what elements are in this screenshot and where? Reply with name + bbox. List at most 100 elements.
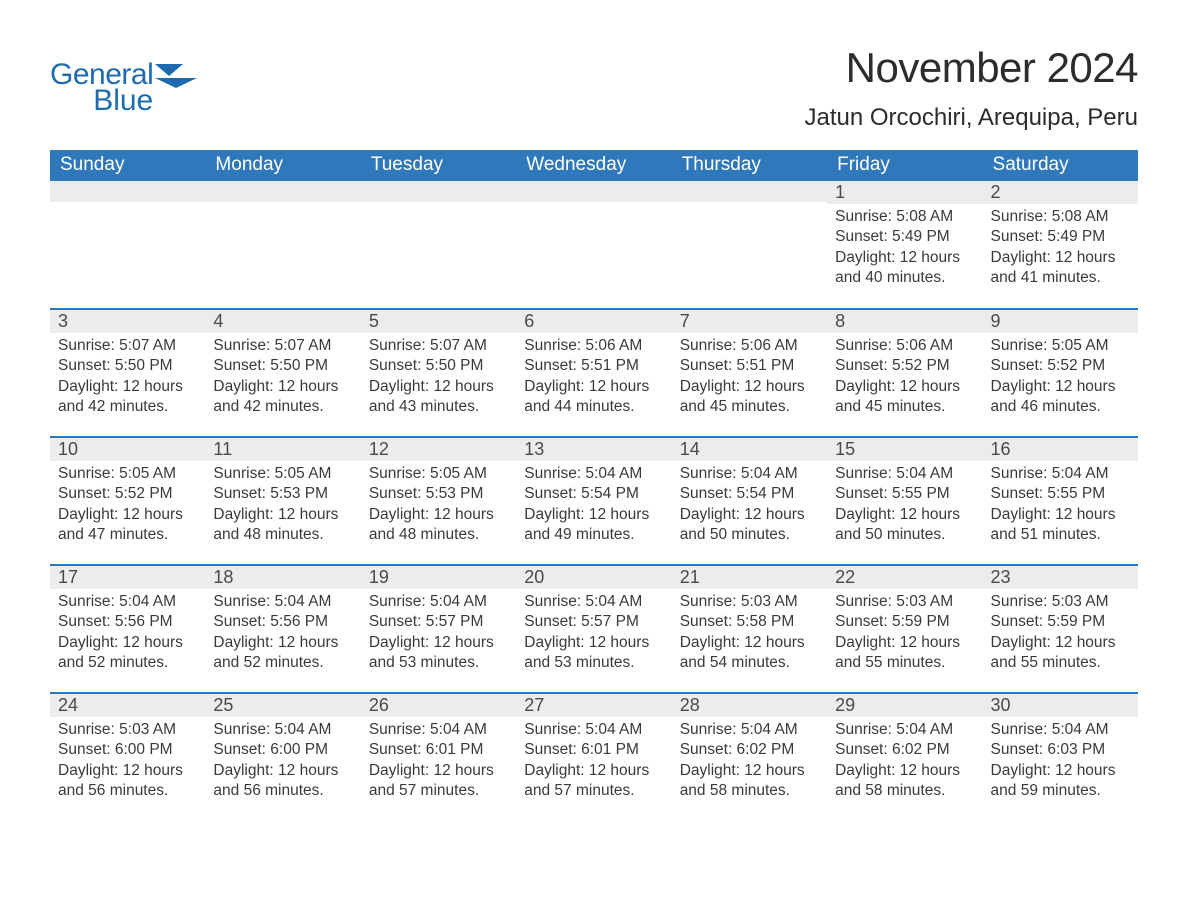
- calendar-day-cell: 24Sunrise: 5:03 AMSunset: 6:00 PMDayligh…: [50, 693, 205, 803]
- day-data: Sunrise: 5:04 AMSunset: 6:01 PMDaylight:…: [361, 717, 516, 802]
- daylight-text: Daylight: 12 hours and 52 minutes.: [58, 633, 197, 674]
- sunrise-text: Sunrise: 5:08 AM: [991, 207, 1130, 227]
- daylight-text: Daylight: 12 hours and 49 minutes.: [524, 505, 663, 546]
- day-number: [361, 181, 516, 202]
- calendar-day-cell: 28Sunrise: 5:04 AMSunset: 6:02 PMDayligh…: [672, 693, 827, 803]
- day-data: Sunrise: 5:04 AMSunset: 6:00 PMDaylight:…: [205, 717, 360, 802]
- day-number: 5: [361, 310, 516, 333]
- calendar-day-cell: 30Sunrise: 5:04 AMSunset: 6:03 PMDayligh…: [983, 693, 1138, 803]
- day-data: Sunrise: 5:06 AMSunset: 5:51 PMDaylight:…: [516, 333, 671, 418]
- weekday-header: Monday: [205, 150, 360, 181]
- calendar-day-cell: 17Sunrise: 5:04 AMSunset: 5:56 PMDayligh…: [50, 565, 205, 693]
- day-number: 21: [672, 566, 827, 589]
- daylight-text: Daylight: 12 hours and 56 minutes.: [213, 761, 352, 802]
- calendar-day-cell: 11Sunrise: 5:05 AMSunset: 5:53 PMDayligh…: [205, 437, 360, 565]
- day-number: 24: [50, 694, 205, 717]
- calendar-day-cell: 5Sunrise: 5:07 AMSunset: 5:50 PMDaylight…: [361, 309, 516, 437]
- sunrise-text: Sunrise: 5:03 AM: [835, 592, 974, 612]
- sunset-text: Sunset: 6:02 PM: [835, 740, 974, 760]
- calendar-day-cell: 2Sunrise: 5:08 AMSunset: 5:49 PMDaylight…: [983, 181, 1138, 309]
- daylight-text: Daylight: 12 hours and 48 minutes.: [213, 505, 352, 546]
- sunset-text: Sunset: 5:52 PM: [991, 356, 1130, 376]
- sunrise-text: Sunrise: 5:04 AM: [680, 464, 819, 484]
- sunset-text: Sunset: 5:54 PM: [680, 484, 819, 504]
- day-data: Sunrise: 5:04 AMSunset: 5:56 PMDaylight:…: [205, 589, 360, 674]
- daylight-text: Daylight: 12 hours and 55 minutes.: [835, 633, 974, 674]
- day-data: Sunrise: 5:04 AMSunset: 5:54 PMDaylight:…: [672, 461, 827, 546]
- day-data: Sunrise: 5:04 AMSunset: 5:57 PMDaylight:…: [361, 589, 516, 674]
- calendar-day-cell: 4Sunrise: 5:07 AMSunset: 5:50 PMDaylight…: [205, 309, 360, 437]
- calendar-table: SundayMondayTuesdayWednesdayThursdayFrid…: [50, 150, 1138, 803]
- sunrise-text: Sunrise: 5:03 AM: [58, 720, 197, 740]
- weekday-header: Friday: [827, 150, 982, 181]
- day-number: 18: [205, 566, 360, 589]
- sunrise-text: Sunrise: 5:06 AM: [835, 336, 974, 356]
- day-data: Sunrise: 5:06 AMSunset: 5:52 PMDaylight:…: [827, 333, 982, 418]
- calendar-day-cell: 12Sunrise: 5:05 AMSunset: 5:53 PMDayligh…: [361, 437, 516, 565]
- daylight-text: Daylight: 12 hours and 56 minutes.: [58, 761, 197, 802]
- sunrise-text: Sunrise: 5:03 AM: [680, 592, 819, 612]
- sunrise-text: Sunrise: 5:04 AM: [213, 592, 352, 612]
- day-data: Sunrise: 5:03 AMSunset: 6:00 PMDaylight:…: [50, 717, 205, 802]
- day-data: Sunrise: 5:04 AMSunset: 5:55 PMDaylight:…: [983, 461, 1138, 546]
- daylight-text: Daylight: 12 hours and 58 minutes.: [835, 761, 974, 802]
- daylight-text: Daylight: 12 hours and 59 minutes.: [991, 761, 1130, 802]
- location-title: Jatun Orcochiri, Arequipa, Peru: [804, 104, 1138, 132]
- calendar-day-cell: 10Sunrise: 5:05 AMSunset: 5:52 PMDayligh…: [50, 437, 205, 565]
- sunset-text: Sunset: 5:55 PM: [991, 484, 1130, 504]
- day-number: 4: [205, 310, 360, 333]
- calendar-week-row: 3Sunrise: 5:07 AMSunset: 5:50 PMDaylight…: [50, 309, 1138, 437]
- calendar-day-cell: 19Sunrise: 5:04 AMSunset: 5:57 PMDayligh…: [361, 565, 516, 693]
- sunrise-text: Sunrise: 5:04 AM: [213, 720, 352, 740]
- day-number: 11: [205, 438, 360, 461]
- day-number: 17: [50, 566, 205, 589]
- calendar-day-cell: 6Sunrise: 5:06 AMSunset: 5:51 PMDaylight…: [516, 309, 671, 437]
- sunset-text: Sunset: 5:52 PM: [58, 484, 197, 504]
- logo-text-blue: Blue: [93, 86, 153, 116]
- sunrise-text: Sunrise: 5:03 AM: [991, 592, 1130, 612]
- calendar-day-cell: [205, 181, 360, 309]
- day-number: 14: [672, 438, 827, 461]
- sunrise-text: Sunrise: 5:04 AM: [991, 464, 1130, 484]
- day-number: [205, 181, 360, 202]
- sunrise-text: Sunrise: 5:04 AM: [524, 592, 663, 612]
- day-number: [516, 181, 671, 202]
- sunset-text: Sunset: 5:49 PM: [835, 227, 974, 247]
- sunrise-text: Sunrise: 5:04 AM: [524, 720, 663, 740]
- month-title: November 2024: [804, 44, 1138, 92]
- sunrise-text: Sunrise: 5:04 AM: [58, 592, 197, 612]
- sunrise-text: Sunrise: 5:08 AM: [835, 207, 974, 227]
- sunrise-text: Sunrise: 5:04 AM: [991, 720, 1130, 740]
- day-number: 30: [983, 694, 1138, 717]
- daylight-text: Daylight: 12 hours and 42 minutes.: [58, 377, 197, 418]
- sunset-text: Sunset: 6:01 PM: [369, 740, 508, 760]
- calendar-day-cell: 21Sunrise: 5:03 AMSunset: 5:58 PMDayligh…: [672, 565, 827, 693]
- day-number: [50, 181, 205, 202]
- day-data: Sunrise: 5:04 AMSunset: 6:01 PMDaylight:…: [516, 717, 671, 802]
- daylight-text: Daylight: 12 hours and 58 minutes.: [680, 761, 819, 802]
- day-number: 25: [205, 694, 360, 717]
- calendar-day-cell: 9Sunrise: 5:05 AMSunset: 5:52 PMDaylight…: [983, 309, 1138, 437]
- sunset-text: Sunset: 6:01 PM: [524, 740, 663, 760]
- day-data: Sunrise: 5:04 AMSunset: 5:56 PMDaylight:…: [50, 589, 205, 674]
- day-number: 10: [50, 438, 205, 461]
- daylight-text: Daylight: 12 hours and 45 minutes.: [835, 377, 974, 418]
- sunset-text: Sunset: 5:54 PM: [524, 484, 663, 504]
- day-number: 20: [516, 566, 671, 589]
- sunset-text: Sunset: 6:00 PM: [58, 740, 197, 760]
- daylight-text: Daylight: 12 hours and 45 minutes.: [680, 377, 819, 418]
- daylight-text: Daylight: 12 hours and 42 minutes.: [213, 377, 352, 418]
- day-number: 28: [672, 694, 827, 717]
- day-data: Sunrise: 5:07 AMSunset: 5:50 PMDaylight:…: [50, 333, 205, 418]
- calendar-day-cell: 3Sunrise: 5:07 AMSunset: 5:50 PMDaylight…: [50, 309, 205, 437]
- day-data: Sunrise: 5:05 AMSunset: 5:53 PMDaylight:…: [205, 461, 360, 546]
- daylight-text: Daylight: 12 hours and 51 minutes.: [991, 505, 1130, 546]
- sunrise-text: Sunrise: 5:04 AM: [680, 720, 819, 740]
- calendar-day-cell: 16Sunrise: 5:04 AMSunset: 5:55 PMDayligh…: [983, 437, 1138, 565]
- calendar-day-cell: 26Sunrise: 5:04 AMSunset: 6:01 PMDayligh…: [361, 693, 516, 803]
- sunset-text: Sunset: 5:56 PM: [213, 612, 352, 632]
- calendar-day-cell: 8Sunrise: 5:06 AMSunset: 5:52 PMDaylight…: [827, 309, 982, 437]
- calendar-day-cell: [672, 181, 827, 309]
- day-data: Sunrise: 5:08 AMSunset: 5:49 PMDaylight:…: [827, 204, 982, 289]
- sunset-text: Sunset: 5:51 PM: [680, 356, 819, 376]
